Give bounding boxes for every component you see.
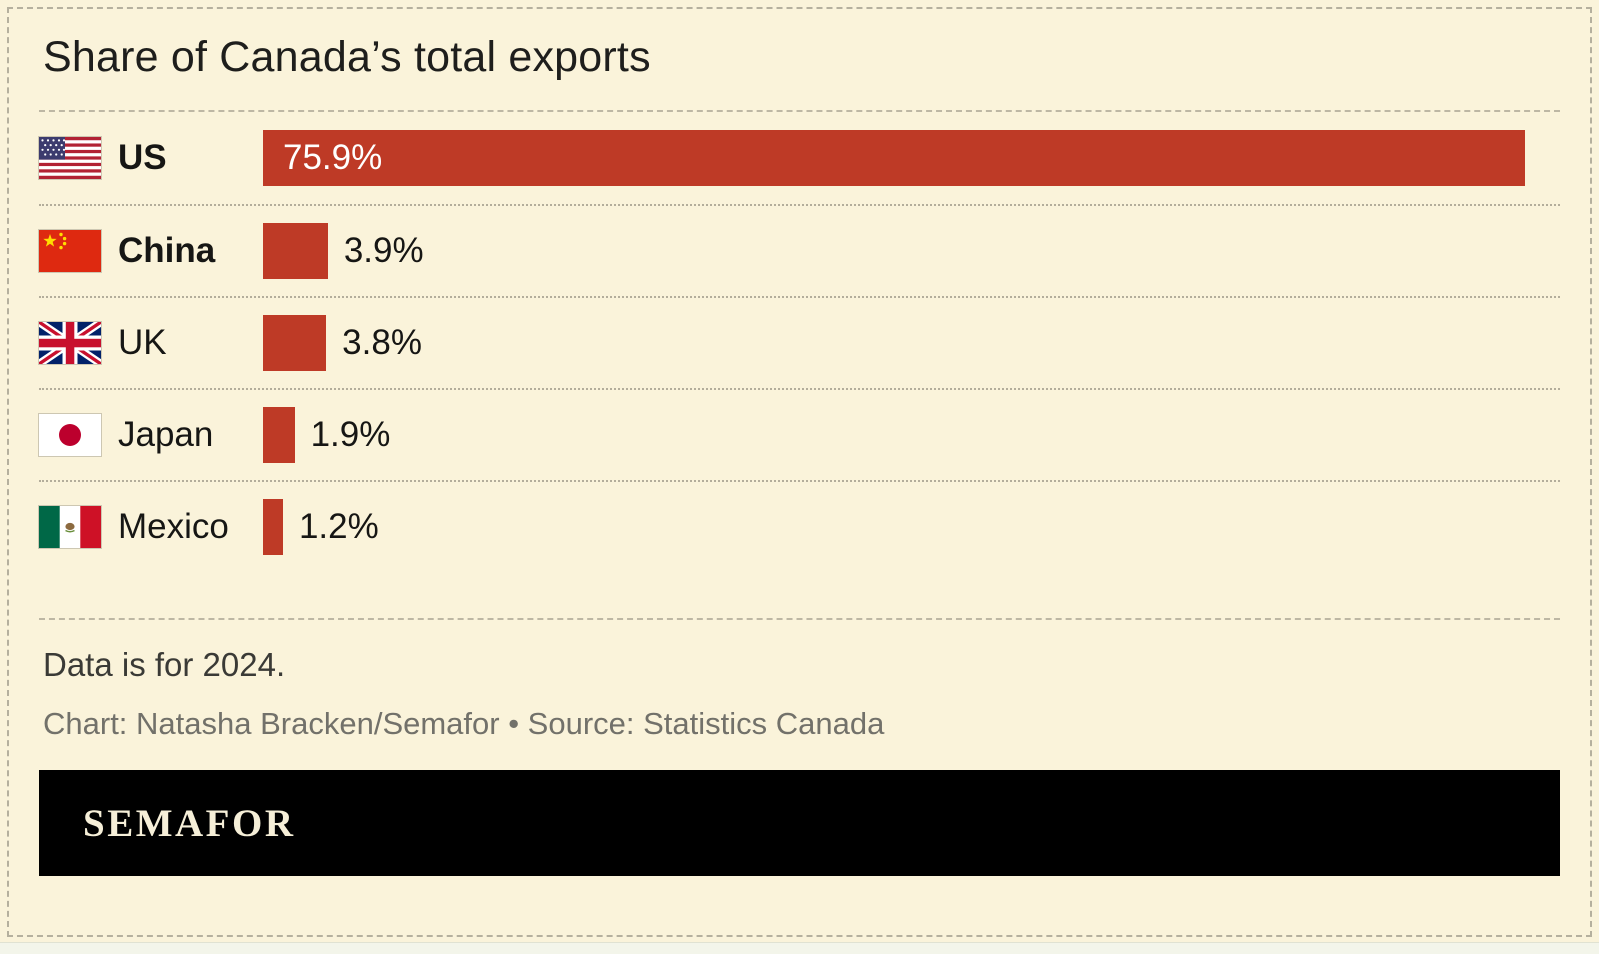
- row-label: Japan: [118, 415, 214, 454]
- bar-area: 3.8% 3.8%: [263, 298, 1560, 388]
- chart-card: Share of Canada’s total exports: [7, 7, 1592, 937]
- footnote: Data is for 2024.: [43, 646, 286, 683]
- chart-row-mexico: Mexico 1.2% 1.2%: [39, 480, 1560, 572]
- row-label-group: Japan: [39, 414, 263, 456]
- row-label: UK: [118, 323, 167, 362]
- chart-row-japan: Japan 1.9% 1.9%: [39, 388, 1560, 480]
- us-flag-icon: [39, 137, 101, 179]
- value-label: 3.9%: [343, 231, 424, 270]
- chart-row-china: China 3.9% 3.9%: [39, 204, 1560, 296]
- value-label: 3.8%: [342, 323, 422, 362]
- row-label-group: US: [39, 137, 263, 179]
- row-label: Mexico: [118, 507, 229, 546]
- bar-area: 75.9% 75.9%: [263, 112, 1560, 204]
- bar-chart: US 75.9% 75.9% China: [39, 112, 1560, 572]
- bar: 3.9%: [263, 223, 328, 279]
- value-label: 1.2%: [298, 507, 379, 546]
- bottom-divider: [39, 618, 1560, 620]
- bar: 1.2%: [263, 499, 283, 555]
- row-label-group: Mexico: [39, 506, 263, 548]
- uk-flag-icon: [39, 322, 101, 364]
- japan-flag-icon: [39, 414, 101, 456]
- chart-row-uk: UK 3.8% 3.8%: [39, 296, 1560, 388]
- top-divider: [39, 110, 1560, 112]
- chart-row-us: US 75.9% 75.9%: [39, 112, 1560, 204]
- row-label: US: [118, 138, 167, 177]
- semafor-brand-bar: SEMAFOR: [39, 770, 1560, 876]
- bar: 1.9%: [263, 407, 295, 463]
- mexico-flag-icon: [39, 506, 101, 548]
- page-edge: [0, 942, 1599, 954]
- value-label: 1.9%: [310, 415, 391, 454]
- row-label-group: China: [39, 230, 263, 272]
- row-label-group: UK: [39, 322, 263, 364]
- semafor-logo: SEMAFOR: [83, 801, 296, 845]
- value-label: 75.9%: [283, 138, 383, 177]
- china-flag-icon: [39, 230, 101, 272]
- credit-line: Chart: Natasha Bracken/Semafor • Source:…: [43, 706, 885, 741]
- bar: 3.8%: [263, 315, 327, 371]
- row-label: China: [118, 231, 216, 270]
- bar-area: 3.9% 3.9%: [263, 206, 1560, 296]
- bar: 75.9%: [263, 130, 1526, 186]
- bar-area: 1.9% 1.9%: [263, 390, 1560, 480]
- chart-title: Share of Canada’s total exports: [43, 33, 651, 81]
- bar-area: 1.2% 1.2%: [263, 482, 1560, 572]
